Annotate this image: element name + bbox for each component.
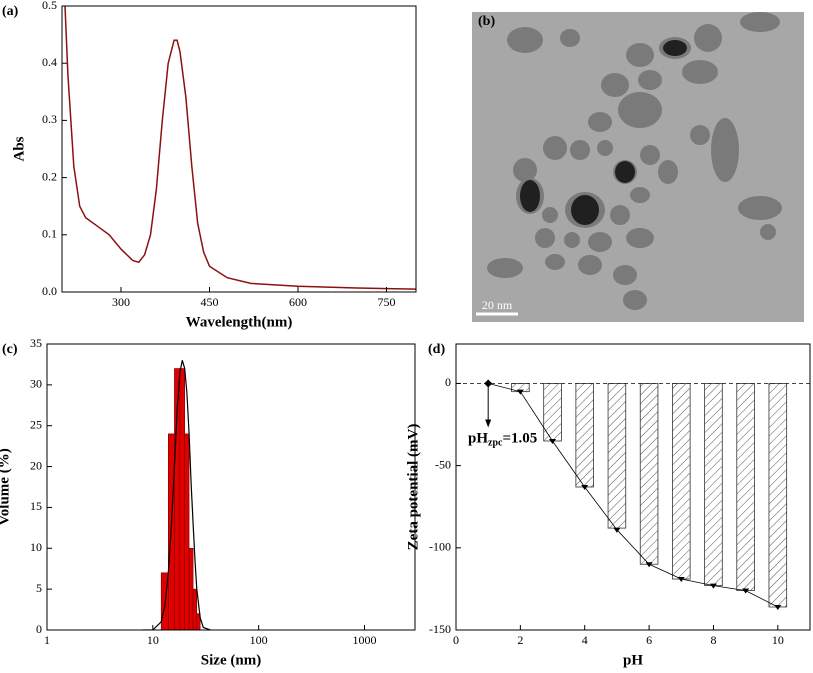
x-tick-label: 750 bbox=[378, 295, 396, 309]
y-tick-label: 0.1 bbox=[42, 227, 57, 241]
y-tick-label: 10 bbox=[30, 540, 42, 554]
y-tick-label: 30 bbox=[30, 377, 42, 391]
marker bbox=[742, 588, 750, 594]
spectrum-line bbox=[64, 6, 416, 290]
bar bbox=[672, 383, 691, 580]
panel-label: (c) bbox=[2, 342, 18, 357]
x-tick-label: 0 bbox=[453, 633, 459, 647]
marker bbox=[613, 527, 621, 533]
panel-label: (d) bbox=[428, 342, 445, 357]
y-axis-label: Zeta potential (mV) bbox=[405, 424, 421, 551]
x-tick-label: 6 bbox=[646, 633, 652, 647]
x-tick-label: 10 bbox=[147, 633, 159, 647]
y-tick-label: 0 bbox=[445, 375, 451, 389]
x-axis-label: Size (nm) bbox=[201, 652, 261, 668]
y-axis-label: Abs bbox=[11, 136, 27, 161]
plot-area bbox=[64, 6, 416, 290]
marker bbox=[677, 577, 685, 583]
x-tick-label: 1000 bbox=[353, 633, 377, 647]
x-tick-label: 450 bbox=[201, 295, 219, 309]
y-tick-label: 0.5 bbox=[42, 0, 57, 12]
annotation-arrowhead bbox=[485, 419, 492, 428]
histogram-bar bbox=[179, 368, 185, 630]
histogram-bar bbox=[192, 588, 198, 630]
bar bbox=[768, 383, 788, 608]
x-tick-label: 100 bbox=[250, 633, 268, 647]
y-tick-label: 5 bbox=[36, 581, 42, 595]
axes-frame bbox=[455, 343, 811, 631]
y-tick-label: 0.4 bbox=[42, 55, 57, 69]
marker bbox=[581, 485, 589, 490]
y-tick-label: 25 bbox=[30, 417, 42, 431]
y-tick-label: -150 bbox=[429, 622, 451, 636]
panel-label: (a) bbox=[2, 4, 19, 19]
bar bbox=[575, 383, 594, 488]
tem-image bbox=[472, 12, 804, 322]
y-tick-label: 15 bbox=[30, 499, 42, 513]
bar bbox=[704, 383, 723, 587]
y-tick-label: 20 bbox=[30, 458, 42, 472]
bar bbox=[736, 383, 755, 591]
y-tick-label: 0.3 bbox=[42, 112, 57, 126]
x-tick-label: 4 bbox=[582, 633, 588, 647]
histogram-bar bbox=[188, 547, 194, 630]
plot: 1 10 100 1000 0 5 10 15 20 25 30 35 Size (nm) Volume … bbox=[0, 336, 416, 668]
histogram-bar bbox=[196, 613, 201, 630]
marker bbox=[516, 389, 524, 395]
y-axis-label: Volume (%) bbox=[0, 448, 12, 525]
axes-frame bbox=[61, 5, 417, 293]
x-tick-label: 1 bbox=[44, 633, 50, 647]
x-tick-label: 10 bbox=[772, 633, 784, 647]
y-tick-label: 0 bbox=[36, 622, 42, 636]
trend-line bbox=[488, 383, 778, 608]
x-axis-label: Wavelength(nm) bbox=[186, 314, 293, 330]
annotation: pHzpc=1.05 bbox=[468, 431, 537, 449]
x-tick-label: 8 bbox=[710, 633, 716, 647]
y-tick-label: -100 bbox=[429, 540, 451, 554]
marker bbox=[549, 438, 557, 444]
y-tick-label: 35 bbox=[30, 336, 42, 350]
plot: 0 2 4 6 8 10 -150 -100 -50 0 pH Zeta potential (mV)… bbox=[405, 343, 811, 668]
y-tick-label: 0.2 bbox=[42, 169, 57, 183]
bar bbox=[639, 383, 659, 565]
annotation-main: pH bbox=[468, 431, 488, 447]
x-tick-label: 2 bbox=[517, 633, 523, 647]
marker bbox=[645, 562, 653, 568]
plot: 300 450 600 750 0.0 0.1 0.2 0.3 0.4 0.5 Wavelength… bbox=[11, 0, 417, 330]
fit-curve bbox=[142, 360, 211, 630]
axes-frame bbox=[46, 343, 416, 631]
y-tick-label: -50 bbox=[435, 457, 451, 471]
marker bbox=[709, 583, 717, 589]
histogram-bar bbox=[184, 433, 190, 630]
x-tick-label: 600 bbox=[289, 295, 307, 309]
bar bbox=[543, 383, 562, 442]
x-axis-label: pH bbox=[623, 652, 643, 668]
panel-label: (b) bbox=[478, 14, 495, 29]
annotation-rest: =1.05 bbox=[502, 431, 537, 447]
marker bbox=[774, 604, 782, 610]
bar bbox=[607, 383, 627, 529]
annotation-sub: zpc bbox=[488, 438, 503, 449]
plot-area bbox=[456, 379, 810, 610]
x-tick-label: 300 bbox=[112, 295, 130, 309]
plot-area bbox=[142, 360, 211, 630]
y-tick-label: 0.0 bbox=[42, 284, 57, 298]
scale-bar-label: 20 nm bbox=[482, 298, 513, 312]
